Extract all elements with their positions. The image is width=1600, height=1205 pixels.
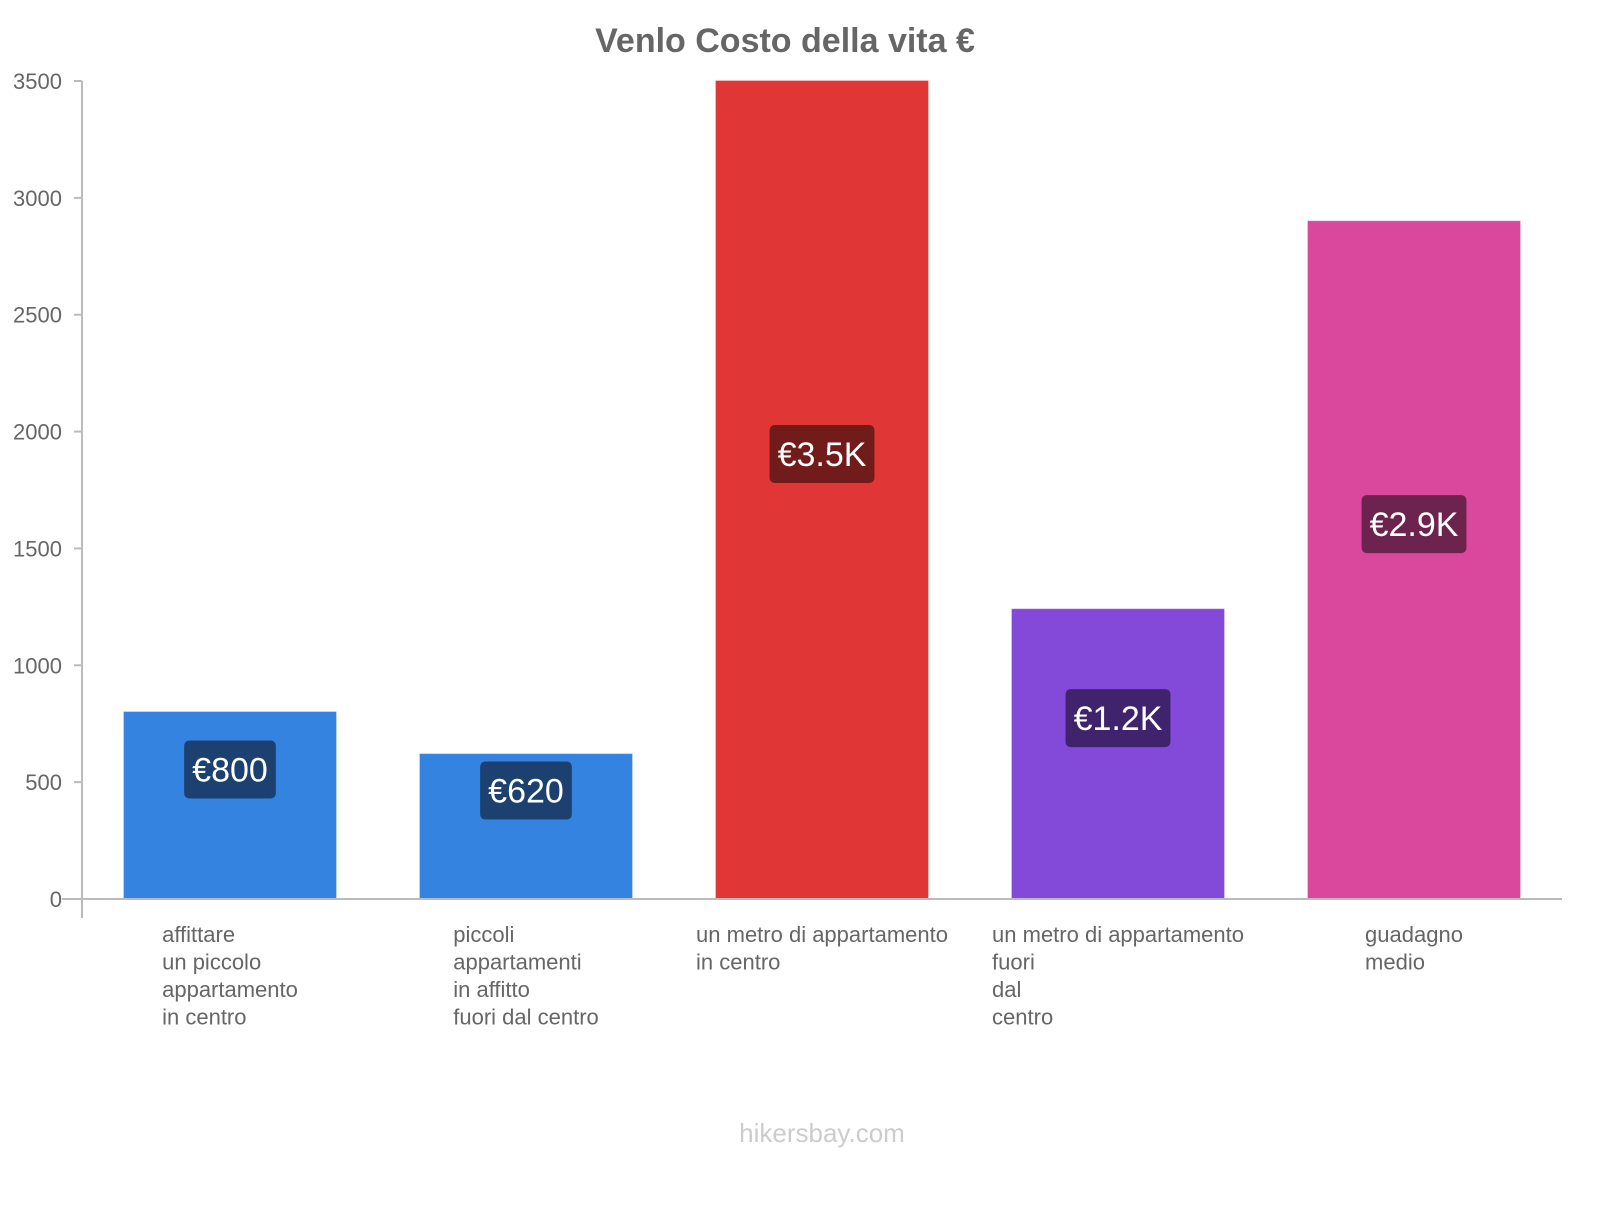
bar (715, 80, 929, 900)
chart-title: Venlo Costo della vita € (595, 22, 975, 60)
x-tick-label-line: guadagno (1365, 922, 1463, 947)
data-label-text: €620 (488, 773, 564, 811)
data-label: €620 (480, 761, 572, 820)
x-tick-label-line: piccoli (453, 922, 514, 947)
x-tick-label-line: fuori (992, 950, 1035, 975)
bar (1011, 608, 1225, 900)
data-label-bg (1065, 689, 1171, 748)
y-axis: 0 500 1000 1500 2000 2500 3000 3500 (13, 69, 82, 912)
y-tick-label: 500 (25, 770, 62, 795)
data-label-text: €1.2K (1074, 700, 1163, 738)
data-label-bg (184, 740, 276, 799)
x-tick-label-line: in centro (696, 950, 780, 975)
data-label-bg (769, 425, 875, 483)
y-tick-label: 1000 (13, 653, 62, 678)
y-tick-label: 2500 (13, 303, 62, 328)
data-label: €800 (184, 740, 276, 799)
x-tick-label: guadagno medio (1365, 922, 1463, 975)
bars: €800 €620 €3.5K €1.2K €2.9K (123, 80, 1521, 900)
x-tick-label-line: in affitto (453, 977, 530, 1002)
watermark: hikersbay.com (739, 1118, 905, 1148)
y-tick-label: 2000 (13, 420, 62, 445)
data-label-text: €3.5K (778, 436, 867, 474)
x-tick-label-line: appartamenti (453, 950, 581, 975)
y-tick-label: 3000 (13, 186, 62, 211)
y-tick-label: 3500 (13, 69, 62, 94)
x-tick-label-line: un metro di appartamento (696, 922, 948, 947)
x-tick-label-line: fuori dal centro (453, 1005, 599, 1030)
x-tick-label: un metro di appartamento in centro (696, 922, 948, 975)
y-tick-label: 1500 (13, 536, 62, 561)
x-tick-label-line: un metro di appartamento (992, 922, 1244, 947)
data-label-bg (480, 761, 572, 820)
x-tick-label-line: centro (992, 1005, 1053, 1030)
x-tick-label-line: affittare (162, 922, 235, 947)
bar (123, 711, 337, 900)
data-label: €1.2K (1065, 689, 1171, 748)
data-label-text: €800 (192, 752, 268, 790)
data-label-text: €2.9K (1370, 506, 1459, 544)
data-label: €2.9K (1361, 495, 1467, 554)
x-tick-label-line: dal (992, 977, 1021, 1002)
x-tick-label-line: medio (1365, 950, 1425, 975)
x-tick-label-line: un piccolo (162, 950, 261, 975)
data-label: €3.5K (769, 425, 875, 483)
y-tick-label: 0 (50, 887, 62, 912)
data-label-bg (1361, 495, 1467, 554)
x-tick-label-line: in centro (162, 1005, 246, 1030)
bar (1307, 220, 1521, 900)
x-tick-label-line: appartamento (162, 977, 298, 1002)
